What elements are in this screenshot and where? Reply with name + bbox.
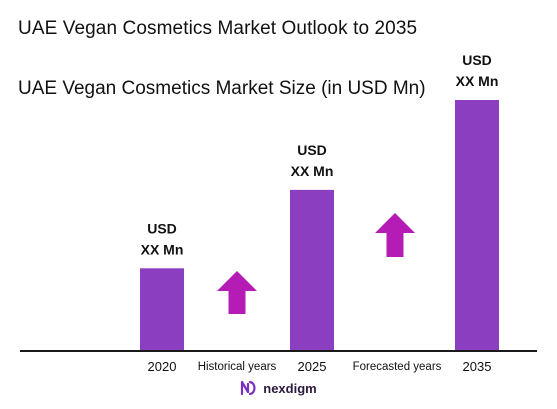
- growth-arrow-historical-icon: [217, 271, 257, 314]
- period-label-forecasted: Forecasted years: [353, 361, 442, 373]
- brand-name: nexdigm: [263, 380, 317, 396]
- nexdigm-logo-icon: [241, 380, 256, 396]
- x-tick-label-2025: 2025: [298, 359, 327, 374]
- brand-logo: nexdigm: [0, 380, 557, 396]
- bar-value-label-2035-1: USD: [462, 52, 492, 68]
- bar-value-label-2020-1: USD: [147, 220, 177, 236]
- chart-title: UAE Vegan Cosmetics Market Outlook to 20…: [18, 18, 418, 39]
- bar-2025: [290, 189, 334, 350]
- bar-2020: [140, 268, 184, 350]
- bar-value-label-2025-2: XX Mn: [291, 163, 334, 179]
- x-tick-label-2020: 2020: [148, 359, 177, 374]
- x-tick-label-2035: 2035: [463, 359, 492, 374]
- bar-value-label-2020-2: XX Mn: [141, 241, 184, 257]
- chart-subtitle: UAE Vegan Cosmetics Market Size (in USD …: [18, 78, 426, 99]
- bar-value-label-2035-2: XX Mn: [456, 73, 499, 89]
- bar-2035: [455, 100, 499, 350]
- growth-arrow-forecast-icon: [375, 213, 415, 257]
- period-label-historical: Historical years: [198, 361, 277, 373]
- bar-value-label-2025-1: USD: [297, 142, 327, 158]
